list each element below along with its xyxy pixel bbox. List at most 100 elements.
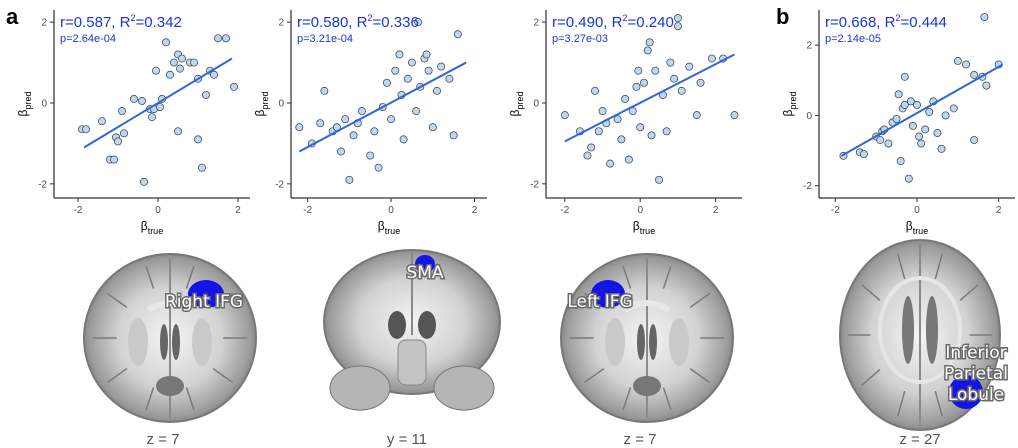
data-point <box>621 94 630 103</box>
data-point <box>110 155 118 164</box>
data-point <box>617 135 626 144</box>
correlation-stat: r=0.580, R2=0.336 <box>297 13 419 31</box>
data-point <box>673 14 682 23</box>
data-point <box>632 82 641 91</box>
data-point <box>198 163 206 172</box>
x-axis-label: βtrue <box>141 219 163 236</box>
data-point <box>655 175 664 184</box>
data-point <box>906 97 915 106</box>
data-point <box>904 174 913 183</box>
correlation-stat: r=0.587, R2=0.342 <box>60 13 182 31</box>
data-point <box>407 58 416 67</box>
data-point <box>643 46 652 55</box>
data-point <box>666 58 675 67</box>
data-point <box>917 139 926 148</box>
y-axis-label: βpred <box>253 92 270 117</box>
x-tick-label: -2 <box>74 205 83 216</box>
data-point <box>949 104 958 113</box>
data-point <box>937 144 946 153</box>
panel-label-b: b <box>776 4 789 29</box>
data-point <box>962 60 970 69</box>
x-axis-label: βtrue <box>378 219 400 236</box>
y-tick-label: 2 <box>278 18 284 29</box>
data-point <box>156 103 164 111</box>
slice-coordinate: z = 7 <box>624 431 657 448</box>
data-point <box>970 71 979 79</box>
roi-label: Lobule <box>948 385 1004 405</box>
data-point <box>884 139 893 148</box>
data-point <box>859 150 868 159</box>
data-point <box>692 111 701 120</box>
data-point <box>876 136 885 144</box>
slice-coordinate: y = 11 <box>387 431 427 448</box>
data-point <box>387 115 396 124</box>
correlation-stat: r=0.668, R2=0.444 <box>825 13 947 31</box>
regression-line <box>83 57 233 149</box>
roi-highlight <box>188 280 224 308</box>
scatter-plot-1: -2 0 2 -2 0 2 βtrue βpred r=0.587, R2=0.342 p=2.6… <box>16 10 250 236</box>
brain-slice-1: Right IFG z = 7 <box>83 253 257 448</box>
data-point <box>670 74 679 83</box>
data-point <box>357 107 366 116</box>
scatter-plot-4: -2 0 2 -2 0 2 βtrue βpred r=0.668, R2=0.444 p=2.1… <box>781 10 1015 236</box>
data-point <box>634 66 643 75</box>
data-point <box>677 86 686 95</box>
data-point <box>953 57 962 65</box>
data-point <box>140 177 148 186</box>
slice-coordinate: z = 27 <box>899 431 940 448</box>
data-point <box>913 100 921 109</box>
data-point <box>925 107 934 116</box>
y-tick-label: -2 <box>275 179 284 190</box>
data-point <box>98 117 106 126</box>
data-point <box>152 66 160 75</box>
scatter-plot-2: -2 0 2 -2 0 2 βtrue βpred r=0.580, R2=0.336 p=3.2… <box>253 10 487 236</box>
y-axis-label: βpred <box>16 92 33 117</box>
data-point <box>320 86 329 95</box>
p-value: p=2.14e-05 <box>825 33 881 45</box>
data-point <box>382 78 391 87</box>
p-value: p=2.64e-04 <box>60 33 116 45</box>
data-point <box>295 123 304 132</box>
p-value: p=3.21e-04 <box>297 33 353 45</box>
roi-highlight <box>415 255 435 273</box>
scatter-plots: -2 0 2 -2 0 2 βtrue βpred r=0.587, R2=0.342 p=2.6… <box>16 10 1015 236</box>
data-point <box>433 86 441 95</box>
data-point <box>560 111 569 120</box>
data-point <box>685 62 694 71</box>
data-point <box>591 86 599 95</box>
x-tick-label: -2 <box>831 205 840 216</box>
data-point <box>707 54 716 63</box>
data-point <box>178 54 186 63</box>
data-point <box>445 74 454 83</box>
y-tick-label: 2 <box>806 41 812 52</box>
data-point <box>437 62 446 71</box>
data-point <box>345 175 354 184</box>
data-point <box>422 50 431 59</box>
data-point <box>366 151 375 160</box>
data-point <box>941 111 950 120</box>
roi-highlight <box>949 375 983 409</box>
roi-label: Left IFG <box>567 292 632 312</box>
data-point <box>403 74 412 83</box>
y-axis-label: βpred <box>508 92 525 117</box>
brain-image <box>323 249 501 411</box>
data-point <box>202 90 210 99</box>
data-point <box>176 64 184 73</box>
data-point <box>696 78 705 87</box>
data-point <box>900 100 909 109</box>
x-axis-label: βtrue <box>906 219 928 236</box>
data-point <box>428 123 437 132</box>
data-point <box>170 58 178 67</box>
y-tick-label: 0 <box>278 98 284 109</box>
roi-highlight <box>591 280 625 308</box>
data-point <box>349 131 358 140</box>
brain-image <box>560 253 734 423</box>
panel-label-a: a <box>6 4 19 29</box>
x-tick-label: 0 <box>637 205 643 216</box>
data-point <box>921 125 930 134</box>
p-value: p=3.27e-03 <box>552 33 608 45</box>
roi-label: Parietal <box>944 364 1008 384</box>
data-point <box>399 135 408 144</box>
